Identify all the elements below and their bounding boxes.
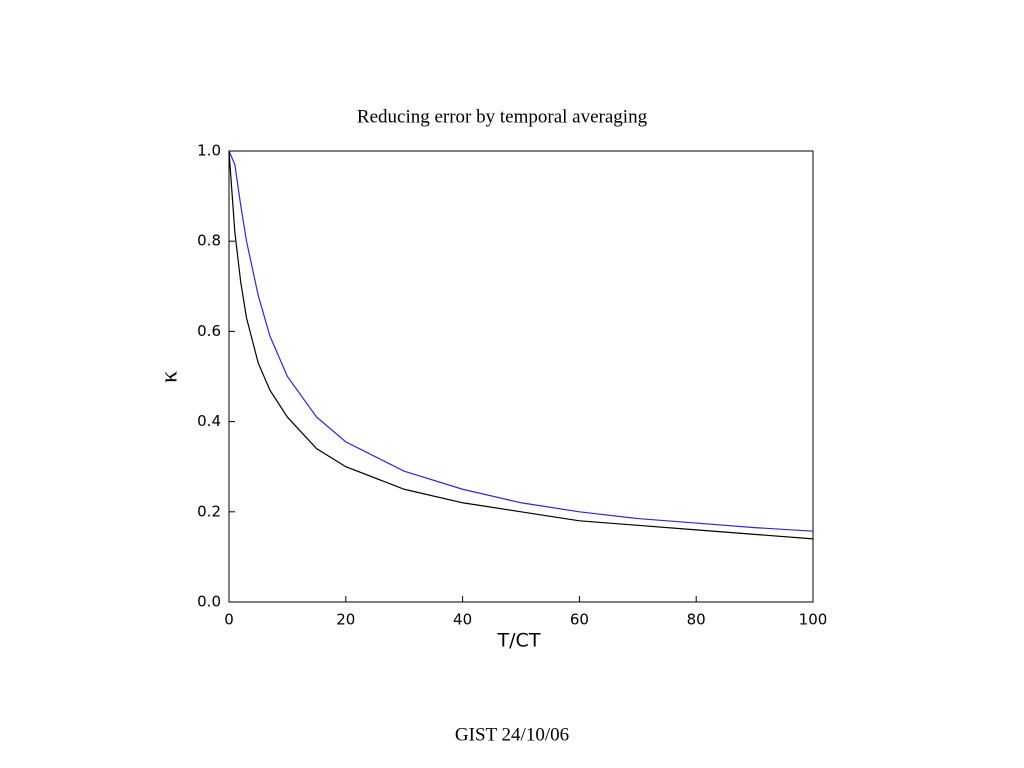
footer: GIST 24/10/06 <box>455 724 569 745</box>
x-tick-label: 100 <box>799 611 828 629</box>
x-tick-label: 0 <box>224 611 234 629</box>
line-series <box>228 150 814 540</box>
y-tick-label: 0.8 <box>197 232 221 250</box>
x-axis-label: T/CT <box>497 630 541 652</box>
y-axis-label: κ <box>157 371 183 383</box>
y-tick-label: 1.0 <box>197 142 221 160</box>
x-tick-label: 40 <box>453 611 472 629</box>
y-tick-label: 0.6 <box>197 322 221 340</box>
plot-frame <box>228 150 814 603</box>
line-series <box>228 150 814 532</box>
chart-title: Reducing error by temporal averaging <box>357 106 648 127</box>
y-tick-label: 0.0 <box>197 593 221 611</box>
x-tick-label: 80 <box>687 611 706 629</box>
x-tick-label: 60 <box>570 611 589 629</box>
y-tick-label: 0.4 <box>197 412 221 430</box>
y-tick-label: 0.2 <box>197 502 221 520</box>
x-tick-label: 20 <box>336 611 355 629</box>
